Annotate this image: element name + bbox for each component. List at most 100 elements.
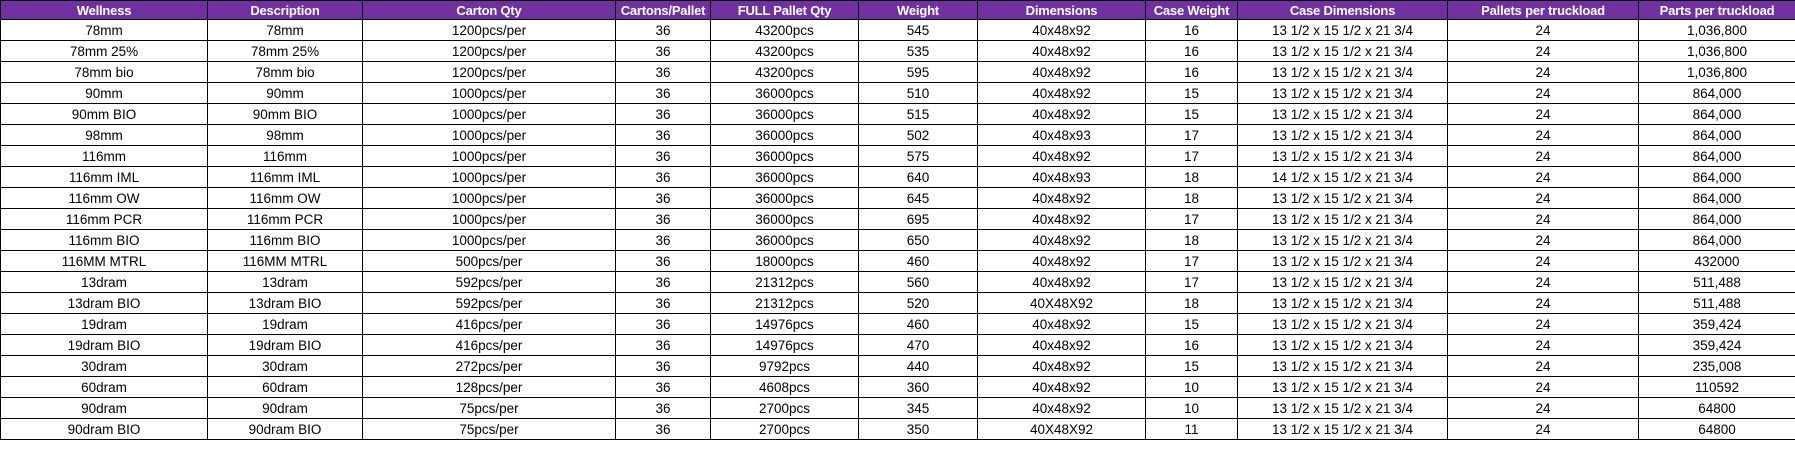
cell-parts-per-truckload[interactable]: 864,000 <box>1638 187 1795 209</box>
cell-pallets-per-truckload[interactable]: 24 <box>1447 208 1639 230</box>
cell-weight[interactable]: 360 <box>858 376 978 398</box>
cell-description[interactable]: 13dram BIO <box>207 292 363 314</box>
cell-weight[interactable]: 535 <box>858 40 978 62</box>
cell-case-weight[interactable]: 17 <box>1145 271 1238 293</box>
cell-pallets-per-truckload[interactable]: 24 <box>1447 334 1639 356</box>
cell-wellness[interactable]: 90mm <box>0 82 208 104</box>
cell-weight[interactable]: 510 <box>858 82 978 104</box>
cell-parts-per-truckload[interactable]: 359,424 <box>1638 334 1795 356</box>
cell-wellness[interactable]: 116MM MTRL <box>0 250 208 272</box>
cell-parts-per-truckload[interactable]: 432000 <box>1638 250 1795 272</box>
cell-parts-per-truckload[interactable]: 235,008 <box>1638 355 1795 377</box>
cell-wellness[interactable]: 78mm <box>0 19 208 41</box>
cell-case-weight[interactable]: 18 <box>1145 166 1238 188</box>
cell-case-dimensions[interactable]: 13 1/2 x 15 1/2 x 21 3/4 <box>1237 397 1448 419</box>
cell-parts-per-truckload[interactable]: 511,488 <box>1638 292 1795 314</box>
cell-weight[interactable]: 520 <box>858 292 978 314</box>
cell-full-pallet-qty[interactable]: 36000pcs <box>710 103 859 125</box>
cell-case-dimensions[interactable]: 13 1/2 x 15 1/2 x 21 3/4 <box>1237 145 1448 167</box>
cell-carton-qty[interactable]: 1000pcs/per <box>362 103 616 125</box>
cell-full-pallet-qty[interactable]: 14976pcs <box>710 313 859 335</box>
cell-wellness[interactable]: 116mm IML <box>0 166 208 188</box>
cell-cartons-per-pallet[interactable]: 36 <box>615 229 711 251</box>
cell-cartons-per-pallet[interactable]: 36 <box>615 124 711 146</box>
cell-full-pallet-qty[interactable]: 43200pcs <box>710 40 859 62</box>
cell-case-weight[interactable]: 18 <box>1145 292 1238 314</box>
cell-carton-qty[interactable]: 1000pcs/per <box>362 187 616 209</box>
cell-dimensions[interactable]: 40X48X92 <box>977 418 1146 440</box>
cell-wellness[interactable]: 60dram <box>0 376 208 398</box>
cell-description[interactable]: 78mm <box>207 19 363 41</box>
cell-carton-qty[interactable]: 75pcs/per <box>362 397 616 419</box>
cell-parts-per-truckload[interactable]: 864,000 <box>1638 82 1795 104</box>
cell-description[interactable]: 19dram BIO <box>207 334 363 356</box>
cell-wellness[interactable]: 116mm PCR <box>0 208 208 230</box>
cell-parts-per-truckload[interactable]: 864,000 <box>1638 103 1795 125</box>
cell-carton-qty[interactable]: 1000pcs/per <box>362 208 616 230</box>
column-header-carton-qty[interactable]: Carton Qty <box>362 0 616 20</box>
cell-parts-per-truckload[interactable]: 511,488 <box>1638 271 1795 293</box>
cell-pallets-per-truckload[interactable]: 24 <box>1447 187 1639 209</box>
cell-carton-qty[interactable]: 75pcs/per <box>362 418 616 440</box>
cell-case-weight[interactable]: 16 <box>1145 334 1238 356</box>
cell-parts-per-truckload[interactable]: 864,000 <box>1638 145 1795 167</box>
cell-case-dimensions[interactable]: 13 1/2 x 15 1/2 x 21 3/4 <box>1237 250 1448 272</box>
cell-carton-qty[interactable]: 1200pcs/per <box>362 40 616 62</box>
cell-case-dimensions[interactable]: 13 1/2 x 15 1/2 x 21 3/4 <box>1237 418 1448 440</box>
cell-dimensions[interactable]: 40x48x93 <box>977 166 1146 188</box>
cell-parts-per-truckload[interactable]: 1,036,800 <box>1638 40 1795 62</box>
cell-pallets-per-truckload[interactable]: 24 <box>1447 313 1639 335</box>
cell-pallets-per-truckload[interactable]: 24 <box>1447 145 1639 167</box>
cell-pallets-per-truckload[interactable]: 24 <box>1447 292 1639 314</box>
cell-full-pallet-qty[interactable]: 43200pcs <box>710 61 859 83</box>
cell-wellness[interactable]: 90dram BIO <box>0 418 208 440</box>
cell-description[interactable]: 13dram <box>207 271 363 293</box>
cell-carton-qty[interactable]: 128pcs/per <box>362 376 616 398</box>
cell-dimensions[interactable]: 40x48x92 <box>977 82 1146 104</box>
column-header-cartons-per-pallet[interactable]: Cartons/Pallet <box>615 0 711 20</box>
cell-pallets-per-truckload[interactable]: 24 <box>1447 19 1639 41</box>
cell-parts-per-truckload[interactable]: 110592 <box>1638 376 1795 398</box>
cell-case-dimensions[interactable]: 13 1/2 x 15 1/2 x 21 3/4 <box>1237 313 1448 335</box>
column-header-description[interactable]: Description <box>207 0 363 20</box>
cell-dimensions[interactable]: 40x48x92 <box>977 40 1146 62</box>
cell-carton-qty[interactable]: 1200pcs/per <box>362 19 616 41</box>
cell-dimensions[interactable]: 40x48x92 <box>977 334 1146 356</box>
cell-parts-per-truckload[interactable]: 864,000 <box>1638 208 1795 230</box>
cell-dimensions[interactable]: 40x48x92 <box>977 397 1146 419</box>
cell-case-weight[interactable]: 17 <box>1145 145 1238 167</box>
cell-full-pallet-qty[interactable]: 36000pcs <box>710 208 859 230</box>
cell-wellness[interactable]: 19dram <box>0 313 208 335</box>
cell-wellness[interactable]: 116mm <box>0 145 208 167</box>
cell-description[interactable]: 78mm bio <box>207 61 363 83</box>
cell-full-pallet-qty[interactable]: 14976pcs <box>710 334 859 356</box>
cell-case-dimensions[interactable]: 13 1/2 x 15 1/2 x 21 3/4 <box>1237 334 1448 356</box>
cell-case-weight[interactable]: 15 <box>1145 313 1238 335</box>
cell-cartons-per-pallet[interactable]: 36 <box>615 166 711 188</box>
cell-pallets-per-truckload[interactable]: 24 <box>1447 250 1639 272</box>
cell-description[interactable]: 30dram <box>207 355 363 377</box>
cell-case-weight[interactable]: 18 <box>1145 229 1238 251</box>
cell-wellness[interactable]: 116mm OW <box>0 187 208 209</box>
column-header-weight[interactable]: Weight <box>858 0 978 20</box>
column-header-pallets-per-truckload[interactable]: Pallets per truckload <box>1447 0 1639 20</box>
cell-pallets-per-truckload[interactable]: 24 <box>1447 271 1639 293</box>
cell-parts-per-truckload[interactable]: 1,036,800 <box>1638 61 1795 83</box>
cell-pallets-per-truckload[interactable]: 24 <box>1447 355 1639 377</box>
cell-dimensions[interactable]: 40x48x92 <box>977 208 1146 230</box>
cell-full-pallet-qty[interactable]: 36000pcs <box>710 229 859 251</box>
cell-dimensions[interactable]: 40x48x92 <box>977 250 1146 272</box>
cell-case-weight[interactable]: 15 <box>1145 103 1238 125</box>
cell-full-pallet-qty[interactable]: 18000pcs <box>710 250 859 272</box>
cell-cartons-per-pallet[interactable]: 36 <box>615 187 711 209</box>
cell-parts-per-truckload[interactable]: 864,000 <box>1638 166 1795 188</box>
cell-cartons-per-pallet[interactable]: 36 <box>615 397 711 419</box>
cell-parts-per-truckload[interactable]: 1,036,800 <box>1638 19 1795 41</box>
cell-description[interactable]: 78mm 25% <box>207 40 363 62</box>
cell-parts-per-truckload[interactable]: 864,000 <box>1638 124 1795 146</box>
cell-case-dimensions[interactable]: 13 1/2 x 15 1/2 x 21 3/4 <box>1237 271 1448 293</box>
cell-carton-qty[interactable]: 500pcs/per <box>362 250 616 272</box>
cell-cartons-per-pallet[interactable]: 36 <box>615 334 711 356</box>
column-header-full-pallet-qty[interactable]: FULL Pallet Qty <box>710 0 859 20</box>
cell-cartons-per-pallet[interactable]: 36 <box>615 292 711 314</box>
